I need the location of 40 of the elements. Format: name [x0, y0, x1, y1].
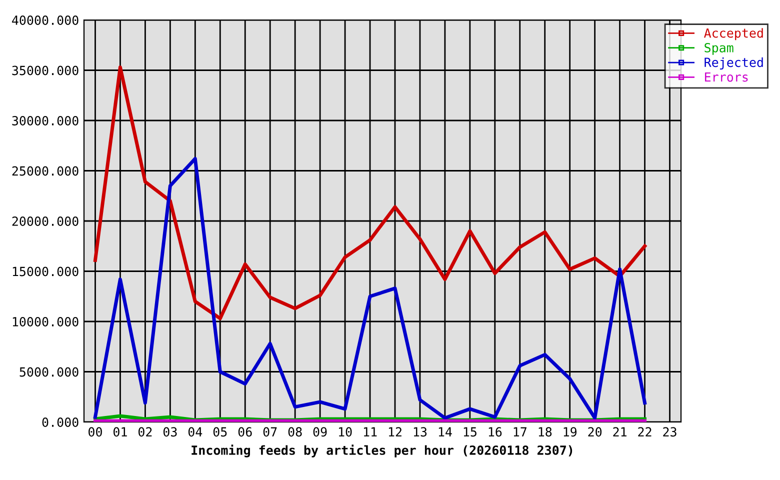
- legend-label: Errors: [705, 72, 748, 82]
- line-series: [94, 156, 647, 420]
- x-tick-label: 08: [288, 427, 302, 437]
- y-tick-label: 15000.000: [12, 266, 78, 276]
- x-tick-label: 04: [188, 427, 202, 437]
- x-tick-label: 17: [514, 427, 526, 436]
- x-tick-label: 11: [364, 427, 377, 436]
- legend-label: Accepted: [704, 28, 763, 40]
- x-tick-label: 12: [388, 427, 402, 436]
- x-tick-label: 16: [488, 427, 502, 437]
- y-tick-label: 0.000: [42, 418, 78, 427]
- x-tick-label: 18: [538, 427, 552, 437]
- x-tick-label: 19: [564, 427, 577, 437]
- y-tick-label: 10000.000: [12, 317, 78, 326]
- x-tick-label: 06: [238, 427, 252, 437]
- x-tick-label: 03: [163, 427, 177, 437]
- y-tick-label: 35000.000: [12, 66, 78, 76]
- legend-label: Spam: [704, 42, 734, 55]
- x-tick-label: 23: [663, 427, 676, 437]
- x-tick-label: 20: [588, 427, 602, 437]
- x-tick-label: 02: [138, 427, 152, 437]
- x-tick-label: 00: [88, 427, 102, 437]
- x-tick-label: 09: [313, 427, 327, 437]
- x-axis-title: Incoming feeds by articles per hour (20260118 2307): [192, 444, 572, 458]
- line-series: [94, 66, 647, 320]
- x-tick-label: 07: [263, 427, 277, 437]
- x-tick-label: 13: [414, 427, 427, 437]
- y-tick-label: 5000.000: [20, 367, 78, 377]
- y-tick-label: 30000.000: [12, 116, 78, 126]
- y-tick-label: 40000.000: [12, 16, 78, 25]
- y-tick-label: 25000.000: [12, 166, 78, 176]
- x-tick-label: 22: [638, 427, 652, 436]
- x-tick-label: 21: [613, 427, 626, 436]
- x-tick-label: 05: [213, 427, 227, 437]
- y-tick-label: 20000.000: [12, 216, 78, 226]
- legend-label: Rejected: [704, 57, 763, 70]
- x-tick-label: 10: [339, 427, 352, 437]
- x-tick-label: 14: [438, 427, 452, 436]
- x-tick-label: 15: [464, 427, 476, 437]
- x-tick-label: 01: [114, 427, 127, 437]
